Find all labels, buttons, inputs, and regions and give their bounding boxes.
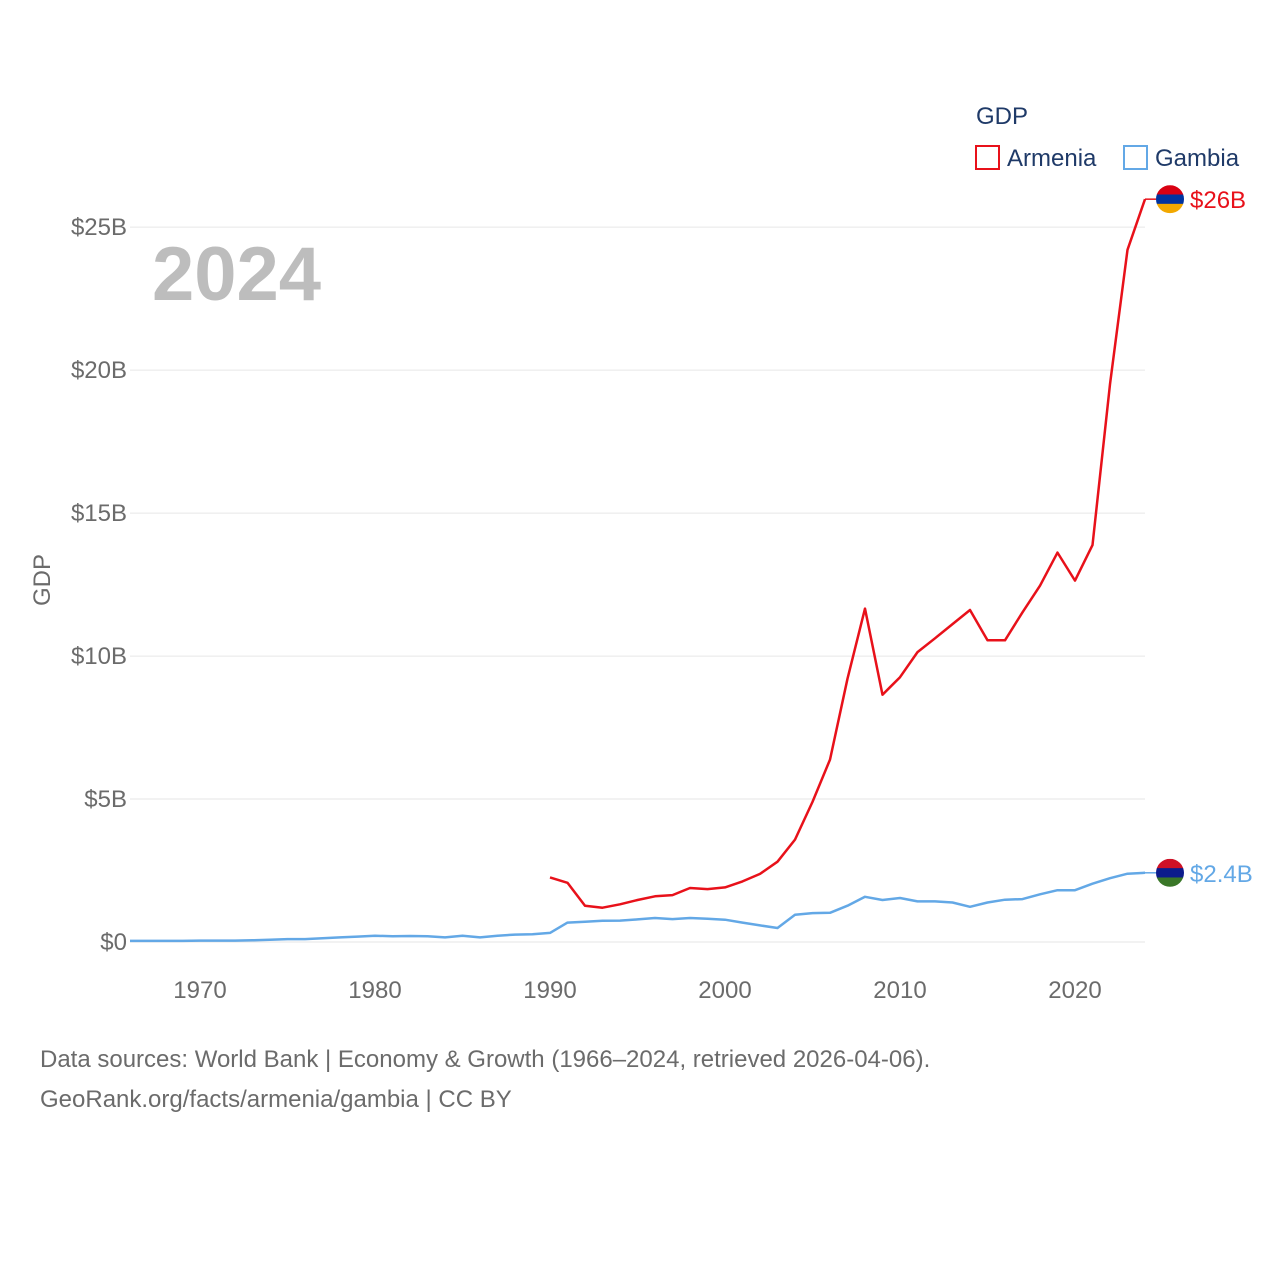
y-tick-label: $20B [71, 357, 127, 384]
series-line-gambia [130, 871, 1146, 943]
x-tick-label: 2010 [873, 977, 926, 1004]
x-tick-label: 1970 [173, 977, 226, 1004]
flag-icon-armenia [1156, 185, 1184, 214]
x-tick-label: 2020 [1048, 977, 1101, 1004]
end-value-label-armenia: $26B [1190, 187, 1246, 214]
legend-swatch-gambia [1123, 145, 1148, 170]
legend-label-armenia: Armenia [1007, 145, 1097, 172]
series-line-armenia [549, 198, 1147, 909]
legend-swatch-armenia [975, 145, 1000, 170]
year-label: 2024 [152, 232, 321, 317]
end-value-label-gambia: $2.4B [1190, 861, 1253, 888]
data-source-note: Data sources: World Bank | Economy & Gro… [40, 1046, 931, 1073]
y-axis-title: GDP [29, 554, 56, 606]
legend-title: GDP [976, 103, 1028, 130]
flag-icon-gambia [1156, 858, 1184, 887]
footer: Data sources: World Bank | Economy & Gro… [40, 1040, 930, 1120]
x-tick-label: 1990 [523, 977, 576, 1004]
gdp-line-chart: $0 $5B $10B $15B $20B $25B 1970 1980 1990 2000 201… [29, 103, 1253, 1004]
attribution-link[interactable]: GeoRank.org/facts/armenia/gambia | CC BY [40, 1086, 512, 1113]
y-tick-label: $0 [100, 929, 127, 956]
y-tick-label: $25B [71, 214, 127, 241]
y-tick-label: $10B [71, 643, 127, 670]
y-tick-label: $5B [84, 786, 127, 813]
legend-label-gambia: Gambia [1155, 145, 1240, 172]
x-tick-label: 1980 [348, 977, 401, 1004]
x-tick-label: 2000 [698, 977, 751, 1004]
y-tick-label: $15B [71, 500, 127, 527]
